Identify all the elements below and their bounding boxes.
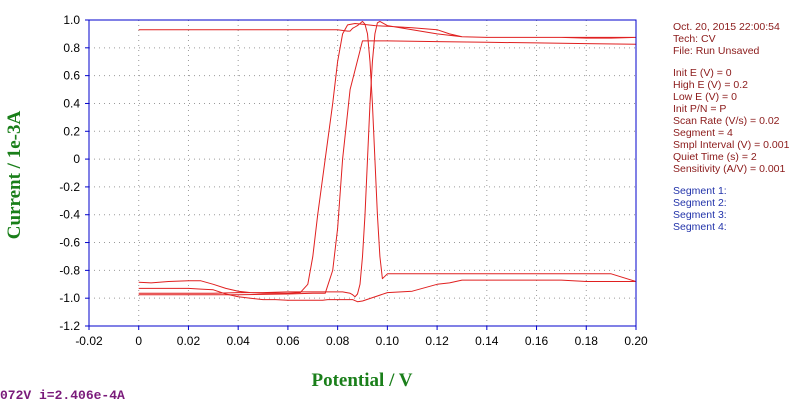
x-tick-label: 0 — [135, 334, 142, 348]
segment-3-label: Segment 3: — [673, 209, 727, 221]
param-low-e: Low E (V) = 0 — [673, 91, 737, 103]
x-tick-label: 0.12 — [425, 334, 449, 348]
param-scan-rate: Scan Rate (V/s) = 0.02 — [673, 115, 780, 127]
y-axis-title: Current / 1e-3A — [4, 111, 25, 240]
x-tick-label: 0.18 — [575, 334, 599, 348]
x-tick-label: 0.20 — [624, 334, 648, 348]
plot-frame — [88, 19, 637, 327]
x-tick-label: -0.02 — [75, 334, 103, 348]
y-tick-label: -0.4 — [59, 208, 80, 222]
segment-4-label: Segment 4: — [673, 221, 727, 233]
y-tick-label: -1.2 — [59, 319, 80, 333]
info-panel: Oct. 20, 2015 22:00:54 Tech: CV File: Ru… — [673, 21, 800, 233]
curves — [138, 20, 637, 303]
segment-1-label: Segment 1: — [673, 185, 727, 197]
axis-ticks — [85, 19, 637, 330]
x-tick-label: 0.06 — [276, 334, 300, 348]
param-segment: Segment = 4 — [673, 127, 733, 139]
y-tick-label: -0.8 — [59, 263, 80, 277]
y-tick-label: 0.2 — [63, 124, 80, 138]
x-tick-label: 0.08 — [326, 334, 350, 348]
segment-2-label: Segment 2: — [673, 197, 727, 209]
x-tick-label: 0.14 — [475, 334, 499, 348]
y-tick-label: 1.0 — [63, 13, 80, 27]
x-tick-label: 0.04 — [227, 334, 251, 348]
x-tick-label: 0.10 — [376, 334, 400, 348]
cursor-readout: 072V i=2.406e-4A — [0, 388, 125, 403]
param-quiet-time: Quiet Time (s) = 2 — [673, 151, 757, 163]
y-tick-label: 0.8 — [63, 41, 80, 55]
y-tick-label: -0.6 — [59, 236, 80, 250]
info-file: File: Run Unsaved — [673, 45, 760, 57]
y-tick-label: -1.0 — [59, 291, 80, 305]
param-high-e: High E (V) = 0.2 — [673, 79, 748, 91]
y-tick-labels: 1.0 0.8 0.6 0.4 0.2 0 -0.2 -0.4 -0.6 -0.8 -1.0 -1.2 — [59, 13, 80, 333]
info-datetime: Oct. 20, 2015 22:00:54 — [673, 21, 780, 33]
y-tick-label: 0 — [73, 152, 80, 166]
param-init-e: Init E (V) = 0 — [673, 67, 732, 79]
x-tick-label: 0.16 — [525, 334, 549, 348]
x-axis-title: Potential / V — [312, 370, 413, 391]
y-tick-label: 0.6 — [63, 69, 80, 83]
param-init-pn: Init P/N = P — [673, 103, 727, 115]
x-tick-label: 0.02 — [177, 334, 201, 348]
y-tick-label: 0.4 — [63, 96, 80, 110]
info-tech: Tech: CV — [673, 33, 716, 45]
param-sensitivity: Sensitivity (A/V) = 0.001 — [673, 163, 786, 175]
y-tick-label: -0.2 — [59, 180, 80, 194]
param-smpl-interval: Smpl Interval (V) = 0.001 — [673, 139, 790, 151]
x-tick-labels: -0.02 0 0.02 0.04 0.06 0.08 0.10 0.12 0.14 0.16 0.… — [75, 334, 648, 348]
cv-curve-3 — [138, 40, 637, 296]
cv-curve-2 — [138, 20, 637, 303]
